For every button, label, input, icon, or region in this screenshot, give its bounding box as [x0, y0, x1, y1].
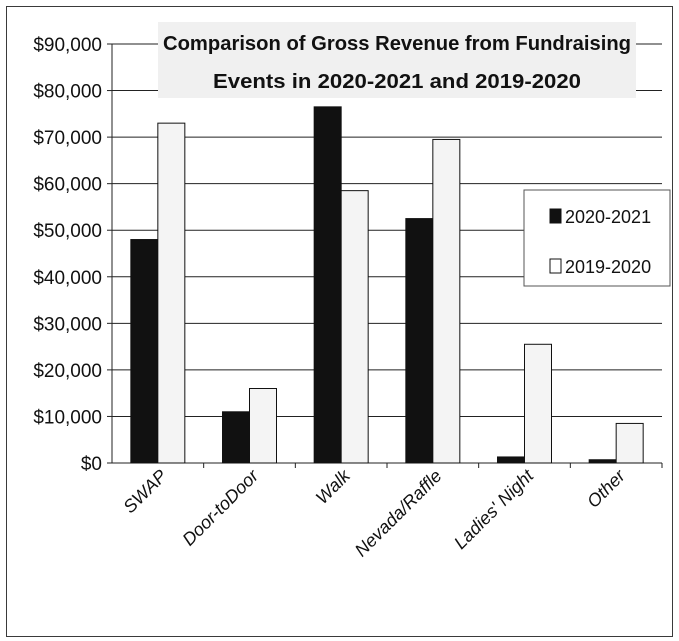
y-tick-label: $90,000 — [33, 35, 102, 56]
bar-2019-2020-walk — [341, 191, 368, 463]
y-tick-label: $40,000 — [33, 268, 102, 289]
bar-2020-2021-nevada-raffle — [406, 219, 433, 463]
bar-2019-2020-door-todoor — [250, 389, 277, 463]
y-tick-label: $0 — [81, 454, 102, 475]
bar-2020-2021-walk — [314, 107, 341, 463]
x-tick-label: Ladies' Night — [450, 465, 538, 553]
legend-label-2019-2020: 2019-2020 — [565, 257, 651, 277]
bar-2019-2020-nevada-raffle — [433, 139, 460, 463]
bar-2020-2021-ladies-night — [498, 457, 525, 463]
title-line-1: Comparison of Gross Revenue from Fundrai… — [163, 33, 631, 55]
y-tick-label: $80,000 — [33, 82, 102, 103]
x-tick-label: Nevada/Raffle — [351, 466, 446, 561]
y-tick-label: $30,000 — [33, 314, 102, 335]
bar-2019-2020-ladies-night — [525, 344, 552, 463]
y-tick-label: $50,000 — [33, 221, 102, 242]
x-tick-label: Door-toDoor — [178, 465, 263, 550]
chart-title: Comparison of Gross Revenue from Fundrai… — [158, 22, 636, 98]
bar-2020-2021-other — [589, 460, 616, 463]
bar-2019-2020-swap — [158, 123, 185, 463]
legend-swatch-2019-2020 — [550, 259, 561, 273]
x-tick-label: SWAP — [119, 466, 170, 517]
y-tick-label: $70,000 — [33, 128, 102, 149]
bar-2019-2020-other — [616, 423, 643, 463]
y-tick-label: $60,000 — [33, 175, 102, 196]
legend-label-2020-2021: 2020-2021 — [565, 207, 651, 227]
x-tick-label: Other — [583, 465, 630, 512]
legend-swatch-2020-2021 — [550, 209, 561, 223]
bar-2020-2021-door-todoor — [223, 412, 250, 463]
y-tick-label: $10,000 — [33, 407, 102, 428]
title-line-2: Events in 2020-2021 and 2019-2020 — [213, 71, 581, 93]
x-tick-label: Walk — [312, 465, 355, 508]
legend: 2020-2021 2019-2020 — [524, 190, 670, 286]
y-tick-label: $20,000 — [33, 361, 102, 382]
bar-2020-2021-swap — [131, 240, 158, 463]
